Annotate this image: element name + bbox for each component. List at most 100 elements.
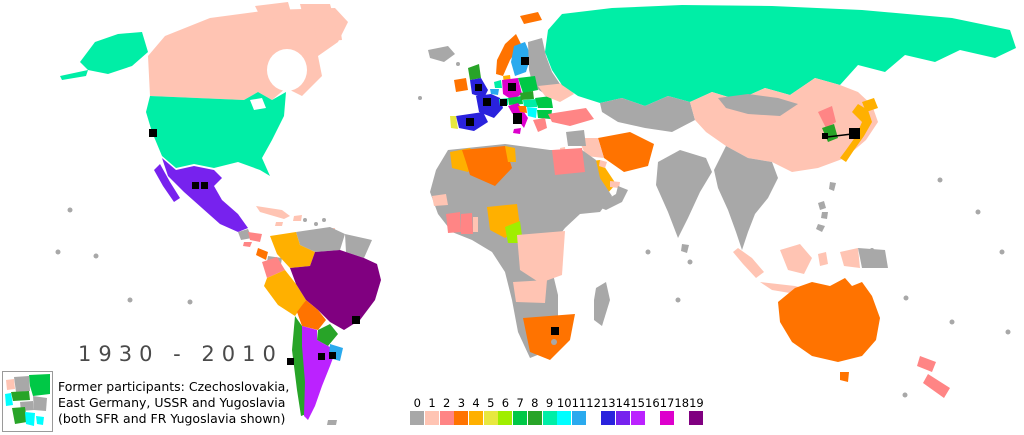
legend-swatch bbox=[660, 411, 675, 425]
country-serbia bbox=[527, 107, 537, 118]
host-marker-chile bbox=[287, 358, 294, 365]
country-uae bbox=[610, 181, 620, 188]
country-argentina bbox=[302, 326, 336, 420]
host-marker-south-korea bbox=[822, 133, 828, 139]
host-marker-mexico-1970 bbox=[192, 182, 199, 189]
region-north-america bbox=[60, 2, 348, 264]
indochina bbox=[714, 146, 778, 250]
host-marker-england bbox=[475, 84, 482, 91]
country-croatia bbox=[518, 106, 527, 113]
country-guatemala bbox=[238, 229, 252, 240]
legend-swatch bbox=[483, 411, 498, 425]
country-south-africa bbox=[523, 314, 575, 360]
country-finland-baltics bbox=[528, 38, 560, 94]
legend-value: 9 bbox=[545, 396, 554, 410]
note-line-2: East Germany, USSR and Yugoslavia bbox=[58, 395, 286, 410]
host-marker-south-africa bbox=[551, 327, 559, 335]
country-mexico bbox=[162, 158, 248, 232]
legend-entry-0: 0 bbox=[410, 396, 425, 425]
legend-value: 19 bbox=[689, 396, 704, 410]
tasmania bbox=[840, 372, 849, 382]
country-peru bbox=[264, 270, 306, 316]
country-romania bbox=[535, 96, 553, 108]
legend-swatch bbox=[689, 411, 704, 425]
legend-value: 3 bbox=[457, 396, 466, 410]
host-markers bbox=[149, 57, 860, 365]
legend-swatch bbox=[454, 411, 469, 425]
country-haiti bbox=[293, 215, 302, 221]
legend-entry-4: 4 bbox=[469, 396, 484, 425]
legend-entry-16: 16 bbox=[645, 396, 660, 425]
legend-swatch bbox=[513, 411, 528, 425]
note-line-3: (both SFR and FR Yugoslavia shown) bbox=[58, 411, 286, 426]
legend-value: 16 bbox=[645, 396, 660, 410]
legend-entry-12: 12 bbox=[586, 396, 601, 425]
legend-entry-5: 5 bbox=[483, 396, 498, 425]
legend-value: 17 bbox=[659, 396, 675, 410]
country-papua-new-guinea bbox=[858, 248, 888, 268]
country-india bbox=[656, 150, 712, 238]
country-togo bbox=[473, 217, 478, 232]
country-angola bbox=[513, 280, 547, 303]
country-egypt bbox=[552, 148, 585, 175]
legend-swatch bbox=[630, 411, 645, 425]
hudson-bay bbox=[267, 49, 307, 91]
host-marker-uruguay bbox=[329, 352, 336, 359]
legend-swatch bbox=[410, 411, 425, 425]
legend-value: 0 bbox=[413, 396, 421, 410]
country-ireland bbox=[454, 78, 468, 92]
sicily bbox=[513, 128, 521, 134]
legend-entry-13: 13 bbox=[601, 396, 616, 425]
country-venezuela bbox=[296, 227, 345, 252]
country-el-salvador bbox=[243, 242, 252, 247]
svalbard-islands bbox=[520, 12, 542, 24]
country-netherlands bbox=[494, 80, 502, 88]
country-alaska bbox=[80, 32, 148, 74]
period-label: 1930 - 2010 bbox=[78, 342, 283, 366]
legend-entry-9: 9 bbox=[542, 396, 557, 425]
country-paraguay bbox=[317, 324, 338, 346]
country-czech bbox=[520, 91, 534, 100]
appearances-legend: 0 1 2 3 4 5 6 7 8 9 10 11 12 13 14 15 16 17 18 19 bbox=[410, 396, 704, 425]
legend-swatch bbox=[586, 411, 601, 425]
legend-value: 18 bbox=[674, 396, 690, 410]
legend-value: 8 bbox=[531, 396, 539, 410]
legend-value: 14 bbox=[615, 396, 631, 410]
region-africa bbox=[430, 144, 612, 360]
country-iran bbox=[598, 132, 654, 172]
legend-swatch bbox=[571, 411, 586, 425]
country-bolivia bbox=[297, 300, 326, 330]
host-marker-argentina bbox=[318, 353, 325, 360]
host-marker-italy bbox=[513, 113, 522, 124]
country-taiwan bbox=[829, 182, 836, 191]
country-russia bbox=[545, 5, 1016, 106]
legend-swatch bbox=[498, 411, 513, 425]
region-europe bbox=[428, 12, 594, 134]
host-marker-sweden bbox=[521, 57, 529, 65]
falkland-islands bbox=[327, 420, 337, 425]
philippines bbox=[816, 201, 828, 232]
host-marker-germany bbox=[508, 83, 516, 91]
legend-entry-14: 14 bbox=[616, 396, 631, 425]
legend-value: 11 bbox=[571, 396, 587, 410]
note-line-1: Former participants: Czechoslovakia, bbox=[58, 379, 290, 394]
country-turkey bbox=[548, 108, 594, 126]
country-poland bbox=[518, 76, 538, 93]
host-connector-korea-japan bbox=[826, 133, 853, 138]
country-bulgaria bbox=[537, 110, 552, 119]
legend-entry-2: 2 bbox=[439, 396, 454, 425]
hokkaido bbox=[862, 98, 878, 112]
region-asia bbox=[545, 5, 1016, 296]
legend-entry-10: 10 bbox=[557, 396, 572, 425]
legend-swatch bbox=[601, 411, 616, 425]
country-greece bbox=[533, 118, 547, 132]
country-canada bbox=[148, 8, 348, 100]
host-marker-spain bbox=[466, 118, 474, 126]
legend-swatch bbox=[542, 411, 557, 425]
country-syria bbox=[566, 130, 586, 146]
country-dr-congo bbox=[517, 231, 565, 283]
region-south-america bbox=[262, 227, 381, 425]
former-participants-note: Former participants: Czechoslovakia, Eas… bbox=[58, 379, 289, 427]
